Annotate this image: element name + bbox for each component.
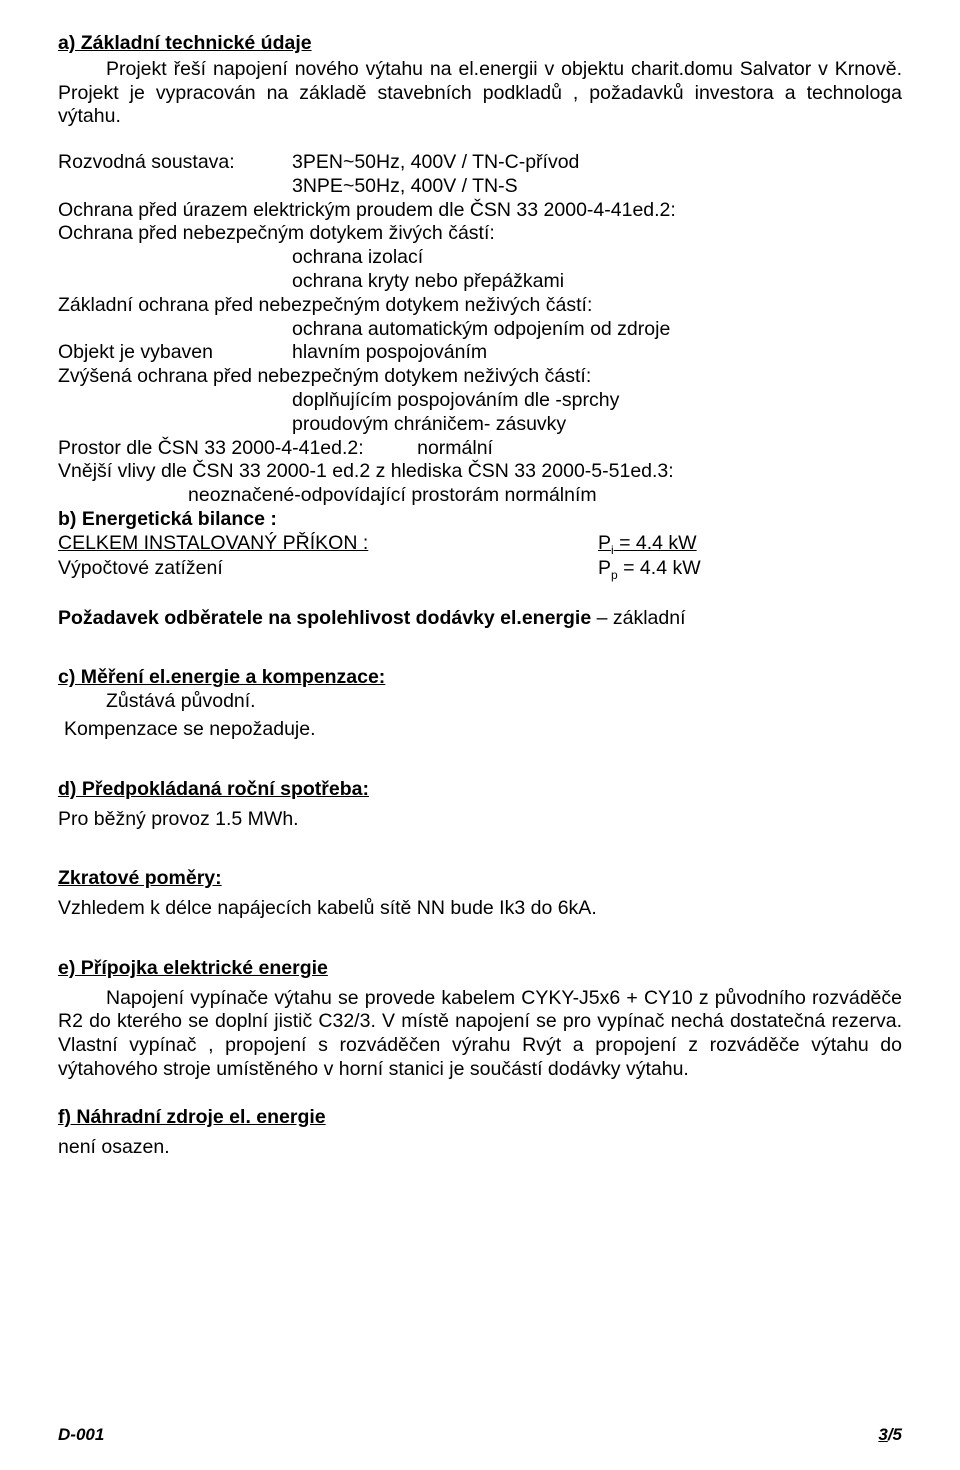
- heading-c: c) Měření el.energie a kompenzace:: [58, 666, 902, 690]
- ochrana-ziv-item1: ochrana izolací: [292, 246, 902, 270]
- objekt-value: hlavním pospojováním: [292, 341, 487, 365]
- vnejsi-item1: neoznačené-odpovídající prostorám normál…: [188, 484, 902, 508]
- c-line2: Kompenzace se nepožaduje.: [64, 718, 902, 742]
- heading-f: f) Náhradní zdroje el. energie: [58, 1106, 902, 1130]
- pozadavek-tail: – základní: [591, 607, 685, 629]
- zvysena-ochrana: Zvýšená ochrana před nebezpečným dotykem…: [58, 365, 902, 389]
- zakladni-item1: ochrana automatickým odpojením od zdroje: [292, 318, 902, 342]
- bil-row2-value: Pp = 4.4 kW: [598, 557, 902, 583]
- rozvodna-label: Rozvodná soustava:: [58, 151, 268, 199]
- bil-row2-label: Výpočtové zatížení: [58, 557, 598, 583]
- e-para: Napojení vypínače výtahu se provede kabe…: [58, 987, 902, 1080]
- footer-left: D-001: [58, 1425, 104, 1446]
- heading-a: a) Základní technické údaje: [58, 32, 902, 56]
- heading-b: b) Energetická bilance :: [58, 508, 902, 532]
- ochrana-uraz: Ochrana před úrazem elektrickým proudem …: [58, 199, 902, 223]
- ochrana-zivych: Ochrana před nebezpečným dotykem živých …: [58, 222, 902, 246]
- zvysena-item1: doplňujícím pospojováním dle -sprchy: [292, 389, 902, 413]
- heading-zkrat: Zkratové poměry:: [58, 867, 902, 891]
- rozvodna-line1: 3PEN~50Hz, 400V / TN-C-přívod: [292, 151, 579, 175]
- para-a-intro: Projekt řeší napojení nového výtahu na e…: [58, 58, 902, 128]
- ochrana-ziv-item2: ochrana kryty nebo přepážkami: [292, 270, 902, 294]
- rozvodna-line2: 3NPE~50Hz, 400V / TN-S: [292, 175, 579, 199]
- zkrat-line1: Vzhledem k délce napájecích kabelů sítě …: [58, 897, 902, 921]
- d-line1: Pro běžný provoz 1.5 MWh.: [58, 808, 902, 832]
- prostor-label: Prostor dle ČSN 33 2000-4-41ed.2:: [58, 437, 364, 459]
- zakladni-ochrana: Základní ochrana před nebezpečným dotyke…: [58, 294, 902, 318]
- heading-d: d) Předpokládaná roční spotřeba:: [58, 778, 902, 802]
- vnejsi-vlivy: Vnější vlivy dle ČSN 33 2000-1 ed.2 z hl…: [58, 460, 902, 484]
- footer-right: 3/5: [878, 1425, 902, 1446]
- page-footer: D-001 3/5: [58, 1425, 902, 1446]
- heading-e: e) Přípojka elektrické energie: [58, 957, 902, 981]
- pozadavek-bold: Požadavek odběratele na spolehlivost dod…: [58, 607, 591, 629]
- f-line1: není osazen.: [58, 1136, 902, 1160]
- objekt-label: Objekt je vybaven: [58, 341, 292, 365]
- bil-row1-value: Pi = 4.4 kW: [598, 532, 902, 558]
- c-line1: Zůstává původní.: [106, 690, 902, 714]
- zvysena-item2: proudovým chráničem- zásuvky: [292, 413, 902, 437]
- prostor-value: normální: [417, 437, 493, 459]
- bil-row1-label: CELKEM INSTALOVANÝ PŘÍKON :: [58, 532, 598, 558]
